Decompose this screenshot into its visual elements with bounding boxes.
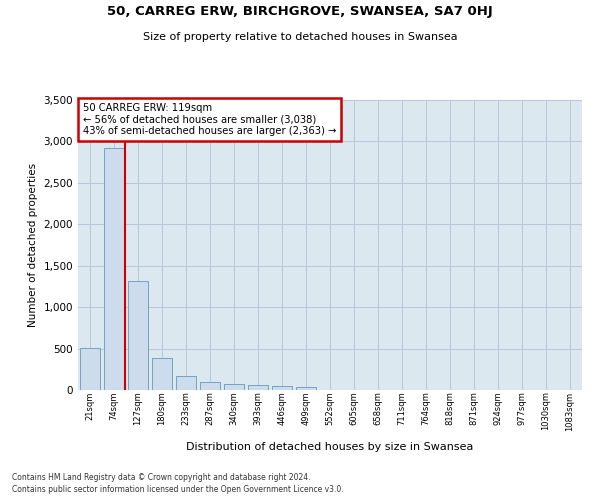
Text: Contains public sector information licensed under the Open Government Licence v3: Contains public sector information licen…	[12, 485, 344, 494]
Text: Size of property relative to detached houses in Swansea: Size of property relative to detached ho…	[143, 32, 457, 42]
Bar	[128, 282, 148, 390]
Bar	[224, 384, 244, 390]
Y-axis label: Number of detached properties: Number of detached properties	[28, 163, 38, 327]
Bar	[296, 386, 316, 390]
Text: Distribution of detached houses by size in Swansea: Distribution of detached houses by size …	[187, 442, 473, 452]
Text: Contains HM Land Registry data © Crown copyright and database right 2024.: Contains HM Land Registry data © Crown c…	[12, 472, 311, 482]
Bar	[152, 358, 172, 390]
Bar	[272, 386, 292, 390]
Bar	[80, 348, 100, 390]
Bar	[104, 148, 124, 390]
Text: 50, CARREG ERW, BIRCHGROVE, SWANSEA, SA7 0HJ: 50, CARREG ERW, BIRCHGROVE, SWANSEA, SA7…	[107, 5, 493, 18]
Bar	[200, 382, 220, 390]
Bar	[176, 376, 196, 390]
Bar	[248, 386, 268, 390]
Text: 50 CARREG ERW: 119sqm
← 56% of detached houses are smaller (3,038)
43% of semi-d: 50 CARREG ERW: 119sqm ← 56% of detached …	[83, 103, 337, 136]
